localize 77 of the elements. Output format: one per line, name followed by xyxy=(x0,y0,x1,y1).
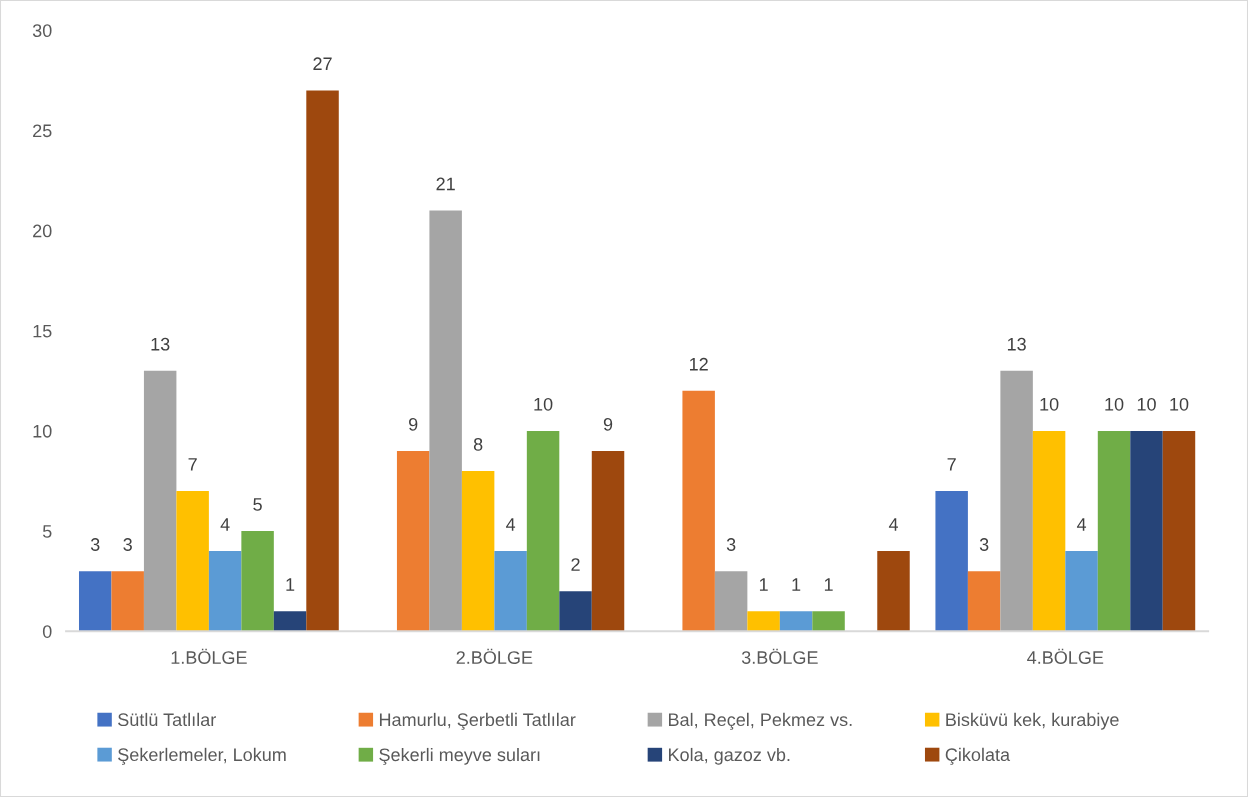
legend-label: Bisküvü kek, kurabiye xyxy=(946,712,1119,730)
bar xyxy=(682,390,715,632)
data-label: 10 xyxy=(1105,397,1124,411)
bar xyxy=(396,450,430,632)
bar xyxy=(591,450,625,632)
data-label: 9 xyxy=(603,417,613,431)
bar xyxy=(208,551,242,632)
data-label: 1 xyxy=(792,578,801,591)
data-label: 5 xyxy=(253,498,262,511)
bar xyxy=(306,90,339,632)
bar xyxy=(273,611,307,632)
bar xyxy=(461,470,495,632)
x-tick-label: 1.BÖLGE xyxy=(171,648,247,664)
data-label: 7 xyxy=(947,458,956,471)
legend-label: Kola, gazoz vb. xyxy=(669,747,790,765)
data-label: 10 xyxy=(1137,397,1156,411)
y-tick-label: 0 xyxy=(42,625,52,638)
bar xyxy=(241,531,274,632)
legend-label: Hamurlu, Şerbetli Tatlılar xyxy=(379,712,576,730)
data-label: 13 xyxy=(151,337,170,351)
bar xyxy=(1162,430,1196,632)
legend-label: Şekerlemeler, Lokum xyxy=(118,747,286,765)
data-label: 3 xyxy=(90,538,100,551)
bar xyxy=(1065,551,1098,632)
data-label: 10 xyxy=(1040,397,1059,411)
x-tick-label: 2.BÖLGE xyxy=(456,648,533,664)
data-label: 10 xyxy=(1170,397,1189,411)
bar xyxy=(779,611,813,632)
legend-label: Çikolata xyxy=(945,747,1011,765)
legend-label: Bal, Reçel, Pekmez vs. xyxy=(669,712,852,730)
data-label: 4 xyxy=(220,518,230,531)
data-label: 13 xyxy=(1007,337,1026,351)
bar xyxy=(714,571,748,632)
data-label: 4 xyxy=(506,518,516,531)
y-tick-label: 5 xyxy=(42,525,52,538)
data-label: 8 xyxy=(473,437,483,451)
data-label: 1 xyxy=(824,578,833,591)
data-label: 3 xyxy=(123,538,132,551)
y-tick-label: 15 xyxy=(33,324,52,338)
data-label: 7 xyxy=(188,458,197,471)
x-tick-label: 3.BÖLGE xyxy=(741,648,818,664)
y-tick-label: 25 xyxy=(33,124,52,138)
data-label: 27 xyxy=(313,57,332,70)
bar xyxy=(526,430,560,632)
bar xyxy=(1097,430,1131,632)
bar xyxy=(429,210,462,632)
bar xyxy=(967,571,1001,632)
data-label: 2 xyxy=(571,558,580,571)
bar xyxy=(176,491,209,632)
data-label: 1 xyxy=(759,578,768,591)
bar xyxy=(747,611,780,632)
bar xyxy=(1000,370,1033,632)
y-tick-label: 10 xyxy=(33,424,52,438)
bar xyxy=(494,551,527,632)
data-label: 3 xyxy=(726,538,736,551)
bar xyxy=(143,370,177,632)
data-label: 21 xyxy=(436,177,455,191)
bar xyxy=(812,611,845,632)
bar xyxy=(935,491,968,632)
y-tick-label: 20 xyxy=(33,224,52,238)
bar xyxy=(78,571,112,632)
bar xyxy=(1130,430,1163,632)
data-label: 3 xyxy=(979,538,989,551)
bar xyxy=(1032,430,1066,632)
legend-label: Şekerli meyve suları xyxy=(379,747,540,765)
y-tick-label: 30 xyxy=(32,24,52,38)
data-label: 9 xyxy=(409,417,418,431)
data-label: 10 xyxy=(534,397,553,411)
data-label: 4 xyxy=(1076,518,1087,531)
data-label: 12 xyxy=(690,357,708,371)
bar xyxy=(877,551,910,632)
bar xyxy=(559,591,592,632)
legend-label: Sütlü Tatlılar xyxy=(118,712,216,727)
data-label: 1 xyxy=(286,578,295,591)
data-label: 4 xyxy=(888,518,898,531)
bar xyxy=(111,571,144,632)
x-tick-label: 4.BÖLGE xyxy=(1027,648,1104,664)
